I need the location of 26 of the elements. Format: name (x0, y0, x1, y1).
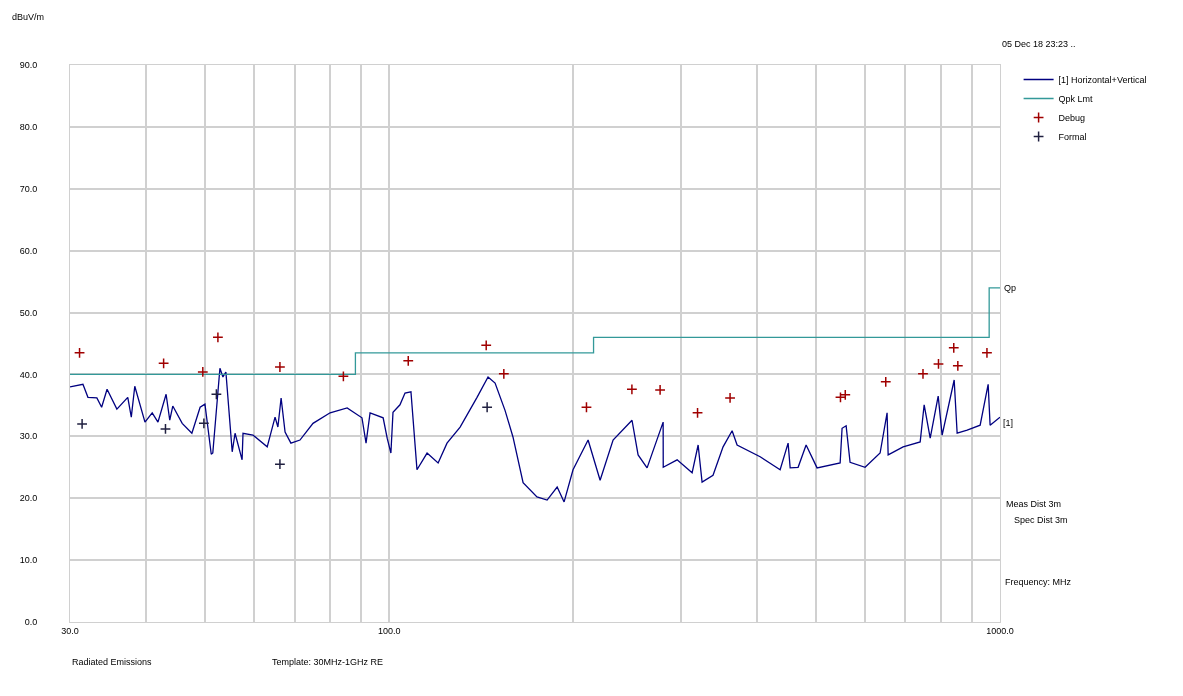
legend-label: Formal (1058, 132, 1087, 143)
text: Frequency: MHz (1005, 577, 1072, 587)
y-tick-label: 70.0 (19, 183, 38, 194)
y-axis-title: dBuV/m (12, 12, 45, 22)
x-tick-label: 100.0 (378, 625, 401, 636)
text: Meas Dist 3m (1006, 499, 1062, 509)
y-tick-label: 10.0 (19, 555, 38, 566)
text: Spec Dist 3m (1014, 515, 1068, 525)
x-tick-label: 1000.0 (986, 625, 1014, 636)
text: Template: 30MHz-1GHz RE (272, 657, 384, 667)
y-tick-label: 30.0 (19, 431, 38, 442)
y-tick-label: 0.0 (24, 617, 38, 628)
annotation: Qp (1004, 283, 1017, 293)
y-tick-label: 40.0 (19, 369, 38, 380)
text: Radiated Emissions (72, 657, 153, 667)
text: 05 Dec 18 23:23 .. (1002, 39, 1076, 49)
legend-label: [1] Horizontal+Vertical (1058, 75, 1147, 86)
y-tick-label: 80.0 (19, 122, 38, 133)
y-tick-label: 20.0 (19, 493, 38, 504)
y-tick-label: 50.0 (19, 307, 38, 318)
y-tick-label: 60.0 (19, 245, 38, 256)
legend-label: Debug (1058, 113, 1086, 124)
y-tick-label: 90.0 (19, 60, 38, 71)
x-tick-label: 30.0 (61, 625, 79, 636)
text: [1] (1003, 418, 1014, 428)
legend-label: Qpk Lmt (1058, 94, 1094, 105)
